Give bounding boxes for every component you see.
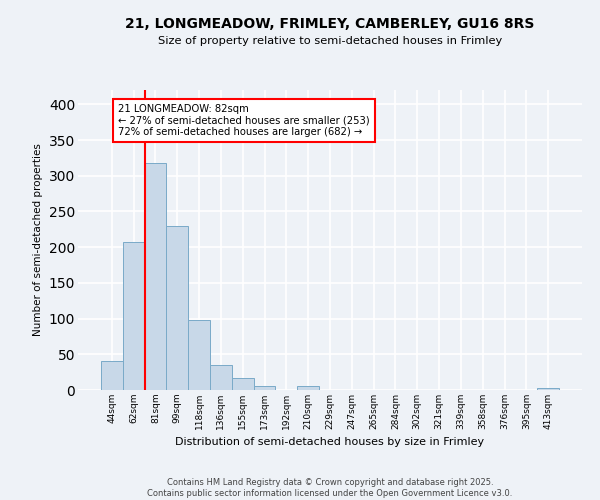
Bar [232, 378, 254, 390]
Bar [166, 226, 188, 390]
Bar [101, 362, 123, 390]
Text: 21, LONGMEADOW, FRIMLEY, CAMBERLEY, GU16 8RS: 21, LONGMEADOW, FRIMLEY, CAMBERLEY, GU16… [125, 18, 535, 32]
Bar [537, 388, 559, 390]
Bar [210, 365, 232, 390]
Y-axis label: Number of semi-detached properties: Number of semi-detached properties [33, 144, 43, 336]
Bar [254, 386, 275, 390]
Text: 21 LONGMEADOW: 82sqm
← 27% of semi-detached houses are smaller (253)
72% of semi: 21 LONGMEADOW: 82sqm ← 27% of semi-detac… [118, 104, 370, 138]
Bar [145, 163, 166, 390]
Bar [297, 386, 319, 390]
Text: Size of property relative to semi-detached houses in Frimley: Size of property relative to semi-detach… [158, 36, 502, 46]
Bar [123, 242, 145, 390]
X-axis label: Distribution of semi-detached houses by size in Frimley: Distribution of semi-detached houses by … [175, 438, 485, 448]
Bar [188, 320, 210, 390]
Text: Contains HM Land Registry data © Crown copyright and database right 2025.
Contai: Contains HM Land Registry data © Crown c… [148, 478, 512, 498]
